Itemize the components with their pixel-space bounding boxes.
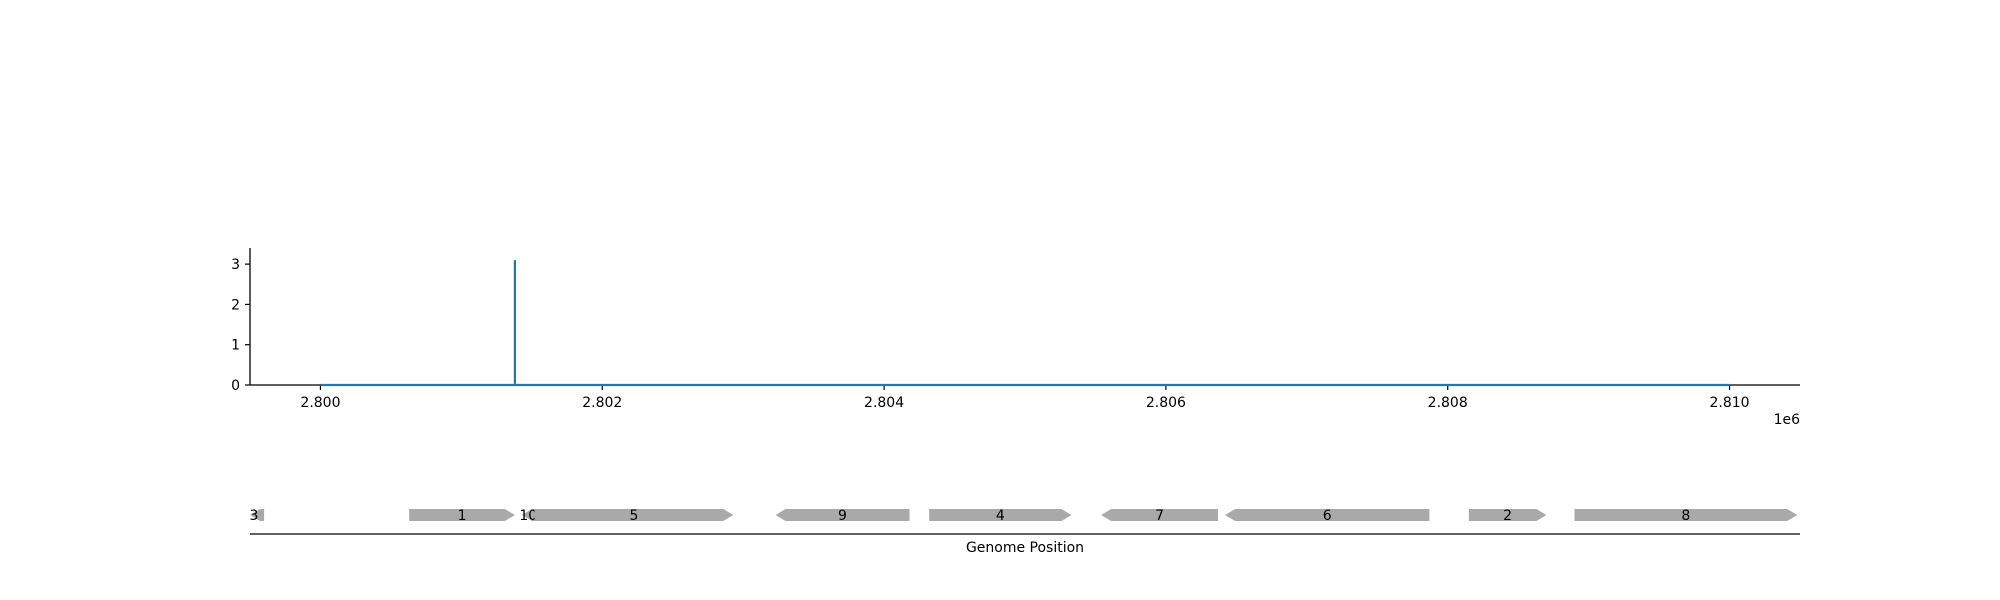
- series-line: [320, 260, 1730, 387]
- gene-arrow: [775, 509, 910, 521]
- gene-label: 2: [1503, 508, 1512, 524]
- y-ticks: 0 1 2 3: [231, 257, 250, 394]
- gene-arrow: [1101, 509, 1218, 521]
- y-tick-label: 1: [231, 338, 240, 354]
- coverage-plot: 0 1 2 3 2.800 2.802 2.804 2.806 2.808 2.810 1e6: [231, 248, 1800, 428]
- gene-label: 10: [519, 508, 537, 524]
- gene-arrow: [522, 509, 535, 521]
- x-tick-label: 2.800: [300, 395, 340, 411]
- gene-label: 8: [1681, 508, 1690, 524]
- x-tick-label: 2.802: [582, 395, 622, 411]
- y-tick-label: 2: [231, 297, 240, 313]
- gene-label: 7: [1155, 508, 1164, 524]
- gene-arrow: [534, 509, 734, 521]
- gene-arrow: [1225, 509, 1430, 521]
- x-tick-label: 2.808: [1428, 395, 1468, 411]
- gene-arrow: [1468, 509, 1547, 521]
- gene-label: 3: [250, 508, 259, 524]
- gene-track-x-axis-label: Genome Position: [966, 540, 1084, 556]
- gene-label: 6: [1323, 508, 1332, 524]
- gene-label: 4: [996, 508, 1005, 524]
- gene-label: 5: [630, 508, 639, 524]
- y-tick-label: 3: [231, 257, 240, 273]
- x-tick-label: 2.810: [1709, 395, 1749, 411]
- gene-track: 3 1 10 5 9 4 7 6 2 8 Genome Position: [250, 508, 1800, 556]
- gene-arrow: [929, 509, 1072, 521]
- gene-arrow: [1574, 509, 1798, 521]
- y-tick-label: 0: [231, 378, 240, 394]
- gene-label: 9: [838, 508, 847, 524]
- gene-arrow: [409, 509, 515, 521]
- gene-arrow: [250, 509, 265, 521]
- genes: 3 1 10 5 9 4 7 6 2 8: [250, 508, 1798, 524]
- gene-label: 1: [458, 508, 467, 524]
- x-tick-label: 2.806: [1146, 395, 1186, 411]
- x-ticks: 2.800 2.802 2.804 2.806 2.808 2.810: [300, 385, 1750, 411]
- x-tick-label: 2.804: [864, 395, 904, 411]
- x-offset-label: 1e6: [1774, 412, 1801, 428]
